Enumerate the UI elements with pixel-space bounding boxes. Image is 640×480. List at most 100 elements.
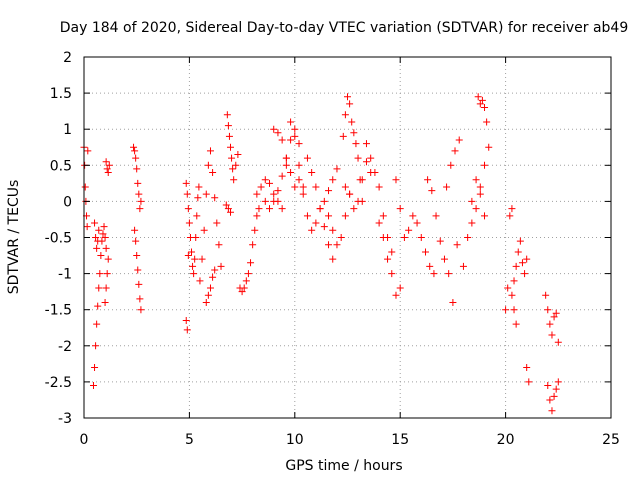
- y-tick-label: -2.5: [45, 375, 72, 391]
- data-point: [476, 190, 484, 198]
- data-point: [135, 190, 143, 198]
- data-point: [320, 197, 328, 205]
- data-point: [346, 100, 354, 108]
- data-point: [185, 219, 193, 227]
- data-point: [94, 237, 102, 245]
- data-point: [379, 212, 387, 220]
- data-point: [337, 234, 345, 241]
- data-point: [257, 183, 265, 191]
- x-axis-title: GPS time / hours: [285, 458, 402, 474]
- data-point: [552, 309, 560, 317]
- data-point: [504, 284, 512, 292]
- data-point: [103, 165, 111, 173]
- data-point: [95, 226, 103, 234]
- data-point: [282, 154, 290, 162]
- data-point: [451, 147, 459, 155]
- data-point: [195, 183, 203, 191]
- data-point: [134, 266, 142, 274]
- data-point: [432, 212, 440, 220]
- data-point: [206, 147, 214, 155]
- data-point: [546, 396, 554, 404]
- data-point: [137, 306, 145, 314]
- data-point: [131, 226, 139, 234]
- data-point: [388, 270, 396, 278]
- data-point: [388, 248, 396, 256]
- data-point: [190, 270, 198, 278]
- data-point: [341, 111, 349, 119]
- x-tick-label: 25: [602, 432, 620, 448]
- data-point: [518, 259, 526, 267]
- data-point: [287, 118, 295, 126]
- data-point: [97, 252, 105, 260]
- data-point: [468, 219, 476, 227]
- data-point: [521, 270, 529, 278]
- y-tick-label: 1: [63, 122, 72, 138]
- y-tick-label: -3: [58, 411, 72, 427]
- data-point: [316, 205, 324, 213]
- data-point: [183, 190, 191, 198]
- grid-lines: [84, 57, 611, 418]
- data-point: [481, 212, 489, 220]
- data-point: [81, 183, 89, 191]
- data-point: [481, 161, 489, 169]
- data-point: [483, 118, 491, 126]
- data-point: [101, 298, 109, 306]
- data-point: [274, 187, 282, 195]
- data-point: [523, 255, 531, 263]
- data-point: [215, 241, 223, 249]
- data-point: [426, 262, 434, 270]
- data-point: [251, 226, 259, 234]
- data-point: [308, 169, 316, 177]
- data-point: [223, 111, 231, 119]
- data-point: [344, 93, 351, 101]
- y-tick-label: 2: [63, 50, 72, 66]
- data-point: [312, 219, 320, 227]
- data-point: [217, 262, 225, 270]
- data-point: [137, 197, 145, 205]
- data-point: [101, 234, 109, 241]
- data-points: [80, 93, 562, 415]
- data-point: [523, 363, 531, 371]
- data-point: [312, 183, 320, 191]
- data-point: [229, 165, 237, 173]
- data-point: [92, 342, 100, 350]
- data-point: [184, 205, 192, 213]
- data-point: [424, 176, 432, 184]
- data-point: [204, 291, 212, 299]
- data-point: [102, 244, 110, 252]
- data-point: [278, 136, 286, 144]
- data-point: [295, 176, 303, 184]
- data-point: [449, 298, 457, 306]
- data-point: [270, 125, 278, 133]
- data-point: [443, 183, 451, 191]
- data-point: [510, 277, 518, 285]
- data-point: [392, 291, 400, 299]
- data-point: [104, 255, 112, 263]
- data-point: [255, 205, 263, 213]
- data-point: [105, 161, 113, 169]
- data-point: [453, 241, 461, 249]
- y-axis-title: SDTVAR / TECUs: [6, 180, 22, 295]
- data-point: [544, 306, 552, 314]
- data-point: [278, 205, 286, 213]
- data-point: [352, 140, 360, 148]
- data-point: [278, 172, 286, 180]
- data-point: [430, 270, 438, 278]
- data-point: [362, 140, 370, 148]
- data-point: [325, 187, 333, 195]
- data-point: [325, 241, 333, 249]
- data-point: [512, 262, 520, 270]
- x-tick-label: 0: [80, 432, 89, 448]
- data-point: [193, 212, 201, 220]
- data-point: [94, 302, 102, 310]
- data-point: [502, 306, 510, 314]
- data-point: [472, 176, 480, 184]
- data-point: [225, 132, 233, 140]
- data-point: [341, 212, 349, 220]
- data-point: [130, 143, 138, 151]
- data-point: [299, 190, 307, 198]
- data-point: [428, 187, 436, 195]
- axis-ticks: [83, 56, 612, 419]
- y-tick-label: -2: [58, 339, 72, 355]
- y-tick-label: 0.5: [50, 158, 72, 174]
